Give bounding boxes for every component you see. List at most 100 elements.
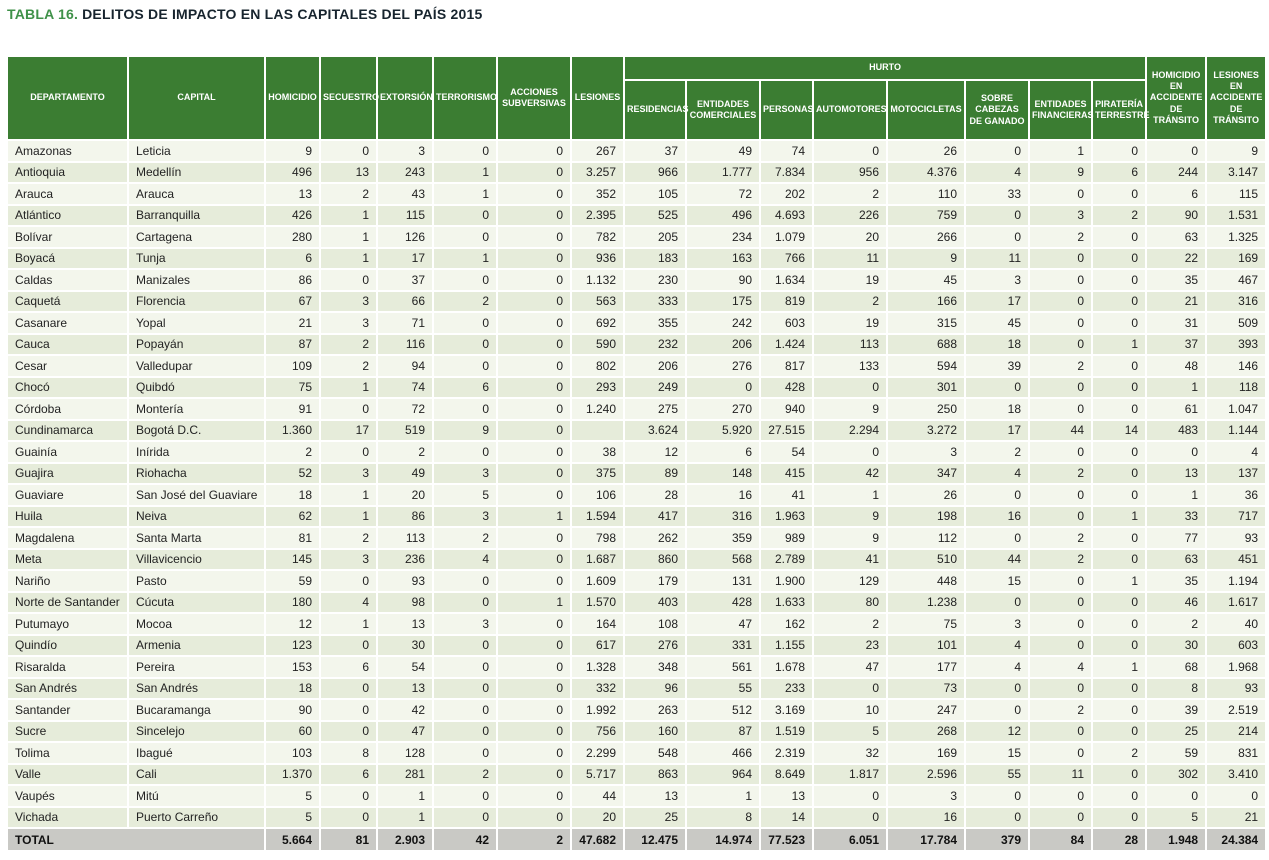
cell-secuestro: 1	[321, 205, 376, 225]
cell-hurto-motocicletas: 73	[888, 678, 964, 698]
table-row: Guajira Riohacha 52 3 49 3 0 375 89 148 415 42 347 4 2…	[8, 463, 1266, 483]
cell-departamento: Caquetá	[8, 291, 127, 311]
cell-hurto-pirateria-terrestre: 0	[1093, 614, 1146, 634]
cell-lesiones: 590	[572, 334, 623, 354]
cell-homicidio: 180	[266, 592, 319, 612]
cell-secuestro: 0	[321, 141, 376, 161]
cell-hurto-entidades-financieras: 0	[1030, 399, 1091, 419]
cell-hurto-entidades-financieras: 0	[1030, 184, 1091, 204]
cell-hurto-pirateria-terrestre: 0	[1093, 786, 1146, 806]
cell-hurto-sobre-cabezas-ganado: 16	[966, 506, 1028, 526]
cell-lesiones-accidente-transito: 4	[1207, 442, 1266, 462]
cell-extorsion: 74	[378, 377, 432, 397]
cell-hurto-entidades-financieras: 0	[1030, 743, 1091, 763]
cell-hurto-sobre-cabezas-ganado: 18	[966, 334, 1028, 354]
cell-secuestro: 0	[321, 678, 376, 698]
cell-lesiones	[572, 420, 623, 440]
cell-hurto-residencias: 108	[625, 614, 685, 634]
cell-hurto-motocicletas: 759	[888, 205, 964, 225]
cell-hurto-personas: 989	[761, 528, 812, 548]
cell-hurto-automotores: 956	[814, 162, 886, 182]
col-header-automotores: AUTOMOTORES	[814, 81, 887, 139]
cell-hurto-pirateria-terrestre: 0	[1093, 270, 1146, 290]
col-header-capital: CAPITAL	[129, 57, 264, 139]
cell-hurto-personas: 74	[761, 141, 812, 161]
cell-hurto-residencias: 275	[625, 399, 685, 419]
cell-hurto-automotores: 0	[814, 678, 886, 698]
cell-homicidio-accidente-transito: 0	[1147, 442, 1206, 462]
cell-hurto-pirateria-terrestre: 0	[1093, 528, 1146, 548]
cell-lesiones: 5.717	[572, 764, 623, 784]
cell-hurto-pirateria-terrestre: 1	[1093, 506, 1146, 526]
cell-terrorismo: 9	[434, 420, 496, 440]
cell-hurto-entidades-financieras: 0	[1030, 313, 1091, 333]
cell-acciones-subversivas: 0	[498, 270, 570, 290]
cell-terrorismo: 4	[434, 549, 496, 569]
cell-hurto-automotores: 1.817	[814, 764, 886, 784]
cell-homicidio-accidente-transito: 13	[1147, 463, 1206, 483]
cell-hurto-automotores: 19	[814, 313, 886, 333]
cell-lesiones-accidente-transito: 1.144	[1207, 420, 1266, 440]
cell-acciones-subversivas: 1	[498, 592, 570, 612]
cell-extorsion: 49	[378, 463, 432, 483]
cell-hurto-automotores: 226	[814, 205, 886, 225]
cell-hurto-personas: 428	[761, 377, 812, 397]
table-row: Casanare Yopal 21 3 71 0 0 692 355 242 603 19 315 45 0…	[8, 313, 1266, 333]
cell-hurto-pirateria-terrestre: 0	[1093, 248, 1146, 268]
cell-lesiones-accidente-transito: 603	[1207, 635, 1266, 655]
cell-capital: Bogotá D.C.	[129, 420, 264, 440]
cell-hurto-sobre-cabezas-ganado: 17	[966, 291, 1028, 311]
cell-hurto-automotores: 42	[814, 463, 886, 483]
cell-acciones-subversivas: 0	[498, 721, 570, 741]
cell-hurto-automotores: 9	[814, 506, 886, 526]
cell-hurto-motocicletas: 3.272	[888, 420, 964, 440]
cell-lesiones-accidente-transito: 2.519	[1207, 700, 1266, 720]
cell-hurto-entidades-comerciales: 359	[687, 528, 759, 548]
cell-acciones-subversivas: 0	[498, 657, 570, 677]
cell-hurto-entidades-financieras: 0	[1030, 291, 1091, 311]
cell-hurto-automotores: 0	[814, 807, 886, 827]
cell-hurto-residencias: 13	[625, 786, 685, 806]
cell-hurto-entidades-comerciales: 428	[687, 592, 759, 612]
cell-secuestro: 2	[321, 334, 376, 354]
cell-secuestro: 0	[321, 571, 376, 591]
cell-capital: Popayán	[129, 334, 264, 354]
cell-terrorismo: 3	[434, 463, 496, 483]
total-homicidio: 5.664	[266, 829, 319, 850]
cell-acciones-subversivas: 0	[498, 205, 570, 225]
cell-terrorismo: 2	[434, 528, 496, 548]
cell-extorsion: 2	[378, 442, 432, 462]
cell-hurto-residencias: 355	[625, 313, 685, 333]
cell-hurto-motocicletas: 1.238	[888, 592, 964, 612]
cell-acciones-subversivas: 0	[498, 786, 570, 806]
cell-acciones-subversivas: 0	[498, 184, 570, 204]
cell-homicidio: 145	[266, 549, 319, 569]
cell-terrorismo: 0	[434, 313, 496, 333]
cell-hurto-personas: 1.079	[761, 227, 812, 247]
cell-hurto-entidades-financieras: 44	[1030, 420, 1091, 440]
cell-lesiones: 1.240	[572, 399, 623, 419]
cell-hurto-entidades-financieras: 0	[1030, 807, 1091, 827]
cell-hurto-residencias: 966	[625, 162, 685, 182]
cell-lesiones: 692	[572, 313, 623, 333]
cell-terrorismo: 6	[434, 377, 496, 397]
cell-acciones-subversivas: 0	[498, 700, 570, 720]
cell-hurto-entidades-comerciales: 16	[687, 485, 759, 505]
cell-lesiones-accidente-transito: 137	[1207, 463, 1266, 483]
cell-extorsion: 1	[378, 807, 432, 827]
cell-hurto-pirateria-terrestre: 0	[1093, 549, 1146, 569]
cell-departamento: Antioquia	[8, 162, 127, 182]
cell-capital: Barranquilla	[129, 205, 264, 225]
cell-capital: Pereira	[129, 657, 264, 677]
cell-secuestro: 6	[321, 764, 376, 784]
cell-capital: Tunja	[129, 248, 264, 268]
total-hurto-automotores: 6.051	[814, 829, 886, 850]
table-row: Nariño Pasto 59 0 93 0 0 1.609 179 131 1.900 129 448…	[8, 571, 1266, 591]
cell-lesiones: 617	[572, 635, 623, 655]
cell-hurto-motocicletas: 268	[888, 721, 964, 741]
cell-terrorismo: 0	[434, 657, 496, 677]
cell-capital: Mocoa	[129, 614, 264, 634]
cell-homicidio: 90	[266, 700, 319, 720]
col-header-homicidio: HOMICIDIO	[266, 57, 319, 139]
cell-hurto-automotores: 80	[814, 592, 886, 612]
